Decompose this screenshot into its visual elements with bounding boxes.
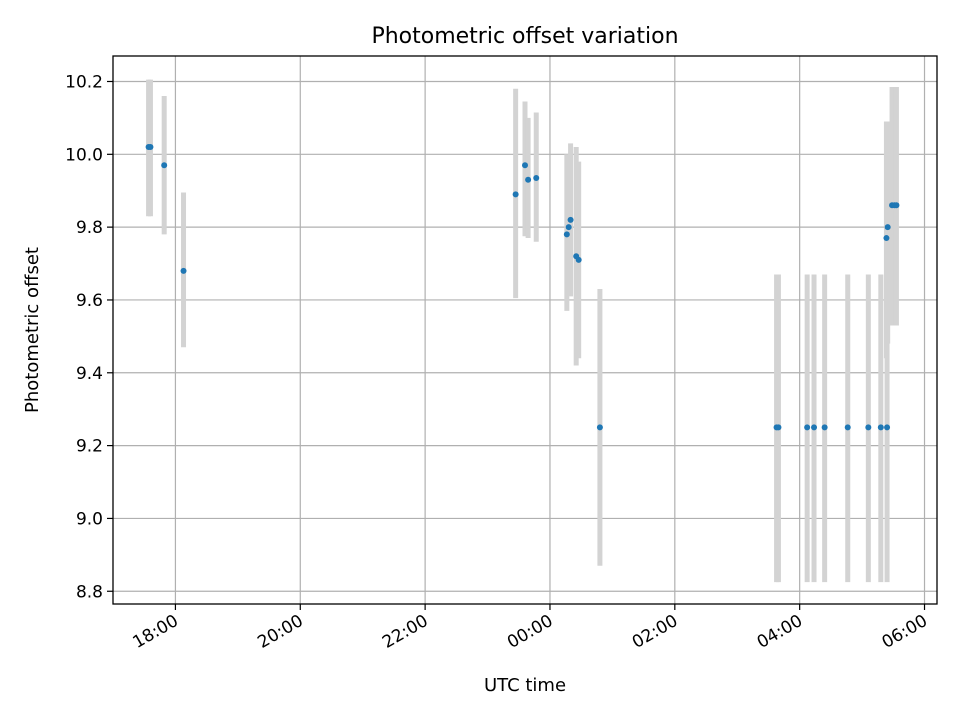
data-point	[533, 174, 540, 181]
data-point	[575, 256, 582, 263]
data-points	[145, 144, 900, 431]
y-tick-label: 10.0	[65, 145, 103, 165]
y-tick-label: 9.4	[76, 364, 103, 384]
data-point	[884, 424, 891, 431]
plot-area-frame	[112, 55, 938, 605]
y-axis-label: Photometric offset	[22, 247, 43, 413]
data-point	[147, 144, 154, 151]
data-point	[563, 231, 570, 238]
x-axis-label: UTC time	[484, 675, 566, 696]
data-point	[180, 267, 187, 274]
y-tick-label: 8.8	[76, 582, 103, 602]
data-point	[877, 424, 884, 431]
y-tick-label: 9.6	[76, 291, 103, 311]
y-axis-ticks: 8.8 9.0 9.2 9.4 9.6 9.8 10.0 10.2	[65, 72, 113, 602]
data-point	[565, 224, 572, 231]
y-tick-label: 9.2	[76, 437, 103, 457]
data-point	[161, 162, 168, 169]
data-point	[893, 202, 900, 209]
chart-title: Photometric offset variation	[371, 24, 678, 49]
data-point	[804, 424, 811, 431]
data-point	[525, 176, 532, 183]
data-point	[596, 424, 603, 431]
data-point	[522, 162, 528, 169]
y-tick-label: 10.2	[65, 72, 103, 92]
data-point	[512, 191, 519, 198]
data-point	[865, 424, 872, 431]
data-point	[883, 235, 890, 242]
data-point	[884, 224, 891, 231]
data-point	[775, 424, 782, 431]
data-point	[567, 216, 574, 223]
data-point	[811, 424, 818, 431]
y-tick-label: 9.0	[76, 509, 103, 529]
data-point	[821, 424, 828, 431]
data-point	[844, 424, 851, 431]
y-tick-label: 9.8	[76, 218, 103, 238]
